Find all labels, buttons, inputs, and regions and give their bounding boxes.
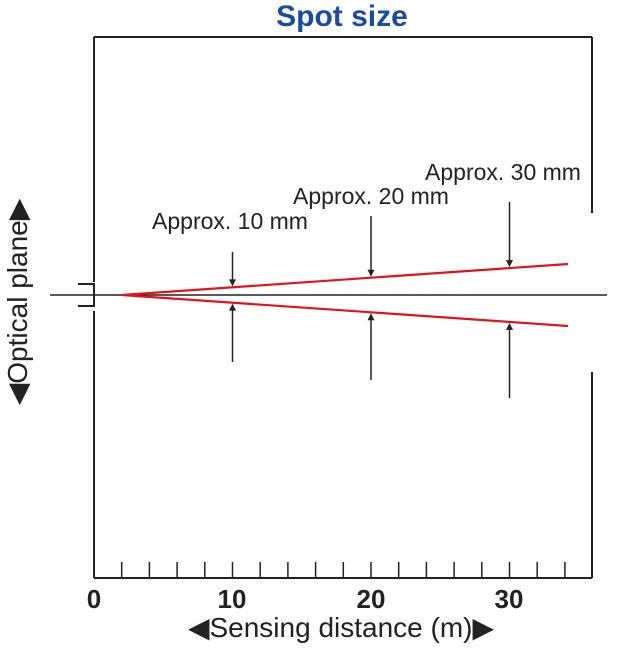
x-tick-label-30: 30	[495, 584, 524, 614]
x-tick-label-0: 0	[87, 584, 101, 614]
spot-label-20: Approx. 20 mm	[293, 183, 449, 209]
x-axis-label: ◀Sensing distance (m)▶	[188, 612, 495, 643]
diagram-title: Spot size	[276, 0, 408, 33]
x-tick-label-20: 20	[357, 584, 386, 614]
spot-label-30: Approx. 30 mm	[425, 159, 581, 185]
spot-label-10: Approx. 10 mm	[152, 208, 308, 234]
beam-upper-edge	[121, 262, 569, 297]
spot-marker-20	[367, 216, 375, 380]
x-tick-label-10: 10	[218, 584, 247, 614]
beam-lower-edge	[121, 293, 569, 328]
x-axis-ticks	[120, 562, 566, 578]
diagram-frame	[93, 36, 593, 579]
y-axis-label: ◀Optical plane▶	[2, 198, 33, 405]
spot-marker-30	[506, 202, 513, 398]
spot-markers	[229, 202, 513, 398]
spot-marker-10	[229, 252, 236, 362]
